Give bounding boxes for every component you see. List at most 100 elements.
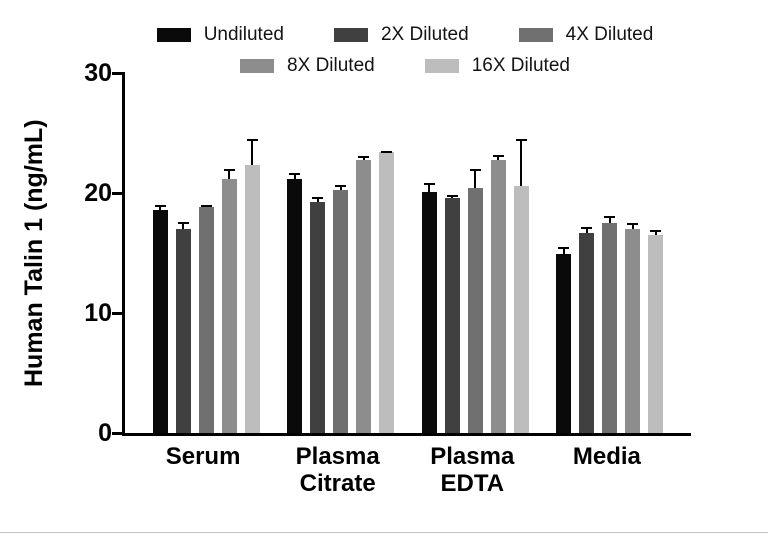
- bar-with-error: [333, 185, 349, 433]
- y-tick-label: 30: [84, 59, 112, 87]
- bar-8x-diluted: [221, 178, 237, 433]
- error-bar: [627, 223, 639, 229]
- error-bar: [515, 139, 527, 186]
- error-bar-cap: [289, 172, 301, 175]
- error-bar-cap: [200, 205, 212, 208]
- x-axis-category-label: Media: [572, 443, 641, 470]
- legend-label: 16X Diluted: [471, 55, 570, 76]
- bar-2x-diluted: [310, 202, 326, 433]
- x-axis-category-label: Plasma EDTA: [430, 443, 515, 497]
- error-bar: [469, 169, 481, 189]
- bar-with-error: [513, 139, 529, 433]
- error-bar-cap: [492, 155, 504, 158]
- error-bar: [358, 156, 370, 160]
- bar-8x-diluted: [625, 229, 641, 433]
- legend-label: Undiluted: [203, 24, 284, 45]
- bar-16x-diluted: [379, 152, 395, 433]
- legend-label: 4X Diluted: [565, 24, 654, 45]
- bar-4x-diluted: [602, 223, 618, 433]
- legend-swatch: [518, 28, 553, 42]
- legend-label: 8X Diluted: [287, 55, 375, 76]
- bar-2x-diluted: [175, 229, 191, 433]
- x-label-cell: Plasma Citrate: [284, 443, 391, 498]
- legend-item-16x-diluted: 16X Diluted: [424, 55, 570, 77]
- error-bar-cap: [335, 185, 347, 188]
- bar-4x-diluted: [198, 207, 214, 433]
- error-bar-cap: [177, 221, 189, 224]
- bar-with-error: [310, 197, 326, 433]
- legend-item-8x-diluted: 8X Diluted: [240, 55, 375, 77]
- bar-8x-diluted: [356, 160, 372, 433]
- bar-undiluted: [421, 191, 437, 433]
- y-tick-mark: [112, 71, 125, 75]
- bar-with-error: [152, 205, 168, 433]
- window-border-line: [0, 532, 768, 533]
- bar-with-error: [287, 172, 303, 433]
- error-bar: [246, 139, 258, 166]
- bar-with-error: [379, 151, 395, 433]
- error-bar: [289, 172, 301, 179]
- legend-item-undiluted: Undiluted: [156, 24, 284, 46]
- plot-area: [112, 71, 691, 436]
- legend-swatch: [424, 59, 459, 73]
- x-axis-category-labels: Serum Plasma Citrate Plasma EDTA Media: [122, 443, 688, 498]
- legend-item-4x-diluted: 4X Diluted: [518, 24, 654, 46]
- legend-swatch: [333, 28, 368, 42]
- legend-label: 2X Diluted: [380, 24, 469, 45]
- bar-8x-diluted: [490, 160, 506, 433]
- y-tick-mark: [112, 311, 125, 315]
- bar-group-media: [556, 215, 664, 433]
- error-bar: [177, 221, 189, 229]
- error-bar-cap: [381, 151, 393, 154]
- bar-16x-diluted: [648, 235, 664, 433]
- bar-with-error: [356, 156, 372, 433]
- error-bar: [154, 205, 166, 210]
- bar-4x-diluted: [333, 190, 349, 433]
- error-bar: [446, 195, 458, 198]
- bar-undiluted: [556, 254, 572, 433]
- bar-group-plasma-edta: [421, 139, 529, 433]
- bar-with-error: [648, 230, 664, 433]
- bar-2x-diluted: [444, 197, 460, 433]
- bar-with-error: [625, 223, 641, 433]
- error-bar: [604, 215, 616, 223]
- legend-swatch: [240, 59, 275, 73]
- bar-with-error: [444, 195, 460, 433]
- error-bar: [423, 183, 435, 192]
- y-tick-label: 20: [84, 179, 112, 207]
- bar-undiluted: [152, 209, 168, 433]
- error-bar: [335, 185, 347, 190]
- error-bar-cap: [558, 247, 570, 250]
- error-bar: [558, 247, 570, 255]
- bar-16x-diluted: [244, 165, 260, 433]
- error-bar-cap: [423, 183, 435, 186]
- y-tick-label: 10: [84, 299, 112, 327]
- error-bar-cap: [650, 230, 662, 233]
- bar-with-error: [490, 155, 506, 433]
- bar-with-error: [421, 183, 437, 433]
- legend-row: 8X Diluted 16X Diluted: [240, 55, 570, 77]
- x-label-cell: Plasma EDTA: [419, 443, 526, 498]
- y-tick-mark: [112, 191, 125, 195]
- error-bar-cap: [246, 139, 258, 142]
- error-bar: [223, 169, 235, 179]
- bar-16x-diluted: [513, 185, 529, 433]
- bar-with-error: [467, 169, 483, 433]
- error-bar-cap: [358, 156, 370, 159]
- error-bar: [381, 151, 393, 154]
- bar-with-error: [602, 215, 618, 433]
- x-label-cell: Media: [553, 443, 660, 498]
- error-bar-cap: [515, 139, 527, 142]
- bar-group-plasma-citrate: [287, 151, 395, 433]
- error-bar: [200, 205, 212, 208]
- x-axis-category-label: Serum: [165, 443, 241, 470]
- error-bar-cap: [581, 226, 593, 229]
- error-bar: [492, 155, 504, 160]
- error-bar-cap: [312, 197, 324, 200]
- error-bar-cap: [223, 169, 235, 172]
- legend-swatch: [156, 28, 191, 42]
- chart-legend: Undiluted 2X Diluted 4X Diluted 8X Diluted 1…: [122, 24, 688, 77]
- error-bar-cap: [154, 205, 166, 208]
- x-label-cell: Serum: [150, 443, 257, 498]
